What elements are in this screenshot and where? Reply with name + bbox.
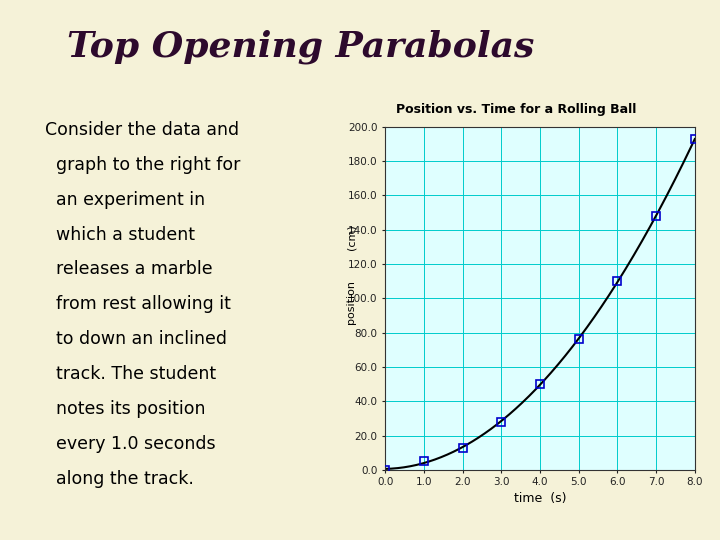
Text: (cm): (cm) — [346, 225, 356, 251]
Text: which a student: which a student — [45, 226, 195, 244]
Text: track. The student: track. The student — [45, 366, 216, 383]
Text: Top Opening Parabolas: Top Opening Parabolas — [67, 29, 534, 64]
Text: Position vs. Time for a Rolling Ball: Position vs. Time for a Rolling Ball — [397, 103, 636, 116]
Text: from rest allowing it: from rest allowing it — [45, 295, 231, 313]
Text: every 1.0 seconds: every 1.0 seconds — [45, 435, 216, 453]
Text: along the track.: along the track. — [45, 470, 194, 488]
Text: to down an inclined: to down an inclined — [45, 330, 227, 348]
Text: Consider the data and: Consider the data and — [45, 120, 239, 139]
Text: releases a marble: releases a marble — [45, 260, 212, 279]
X-axis label: time  (s): time (s) — [514, 491, 566, 504]
Text: notes its position: notes its position — [45, 400, 206, 418]
Text: an experiment in: an experiment in — [45, 191, 205, 208]
Text: position: position — [346, 280, 356, 325]
Text: graph to the right for: graph to the right for — [45, 156, 240, 173]
